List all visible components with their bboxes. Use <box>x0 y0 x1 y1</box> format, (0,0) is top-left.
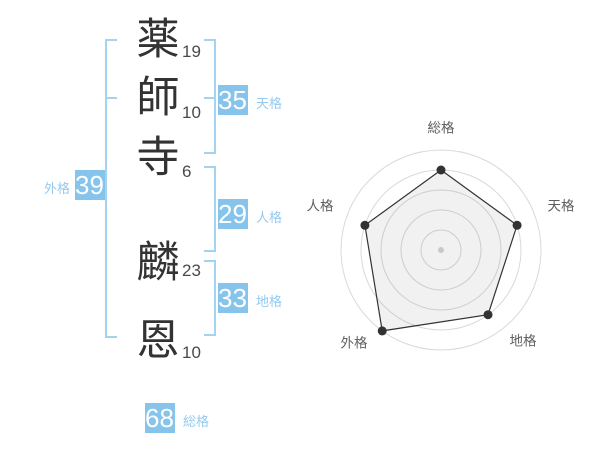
tenkaku-label: 天格 <box>256 96 283 111</box>
tenkaku-bracket <box>214 39 216 154</box>
gaikaku-bracket-arm <box>105 39 117 41</box>
gaikaku-label: 外格 <box>43 181 70 196</box>
radar-vertex-dot <box>512 220 522 230</box>
radar-center-dot <box>438 247 444 253</box>
radar-grid-ring <box>400 209 482 291</box>
radar-vertex-dot <box>377 326 387 336</box>
gaikaku-bracket <box>105 39 107 338</box>
jinkaku-label: 人格 <box>256 210 283 225</box>
radar-axis-label: 総格 <box>428 121 455 136</box>
chikaku-bracket-arm <box>204 334 216 336</box>
tenkaku-bracket-arm <box>204 39 216 41</box>
chikaku-label: 地格 <box>256 294 283 309</box>
stroke-count: 10 <box>182 103 201 122</box>
name-character: 師 <box>136 74 180 122</box>
name-character: 麟 <box>136 239 180 287</box>
jinkaku-bracket-arm <box>204 250 216 252</box>
name-character: 寺 <box>136 134 180 182</box>
name-character: 薬 <box>136 16 180 64</box>
radar-vertex-dot <box>436 165 446 175</box>
radar-vertex-dot <box>483 310 493 320</box>
jinkaku-bracket-arm <box>204 166 216 168</box>
name-character: 恩 <box>136 317 180 365</box>
chikaku-bracket-arm <box>204 260 216 262</box>
radar-axis-label: 地格 <box>510 334 538 349</box>
jinkaku-bracket <box>214 166 216 252</box>
radar-chart: 総格天格地格 外格 人格 <box>300 100 600 400</box>
soukaku-value-box: 68 <box>145 403 175 433</box>
radar-grid-ring <box>420 229 462 271</box>
chikaku-bracket <box>214 260 216 336</box>
radar-grid-ring <box>340 149 542 351</box>
tenkaku-bracket-arm <box>204 152 216 154</box>
gaikaku-bracket-arm <box>105 97 117 99</box>
stroke-count: 19 <box>182 42 201 61</box>
stroke-count: 10 <box>182 343 201 362</box>
radar-axis-label: 天格 <box>548 199 576 214</box>
gaikaku-value-box: 39 <box>75 170 105 200</box>
chikaku-value-box: 33 <box>218 283 248 313</box>
radar-axis-label: 人格 <box>307 199 334 214</box>
stroke-count: 23 <box>182 261 201 280</box>
tenkaku-bracket-arm <box>204 97 216 99</box>
radar-grid-ring <box>380 189 502 311</box>
radar-vertex-dot <box>360 220 370 230</box>
tenkaku-value-box: 35 <box>218 85 248 115</box>
gaikaku-bracket-arm <box>105 336 117 338</box>
soukaku-label: 総格 <box>183 414 210 429</box>
stroke-count: 6 <box>182 162 192 181</box>
jinkaku-value-box: 29 <box>218 199 248 229</box>
radar-axis-label: 外格 <box>341 336 368 351</box>
